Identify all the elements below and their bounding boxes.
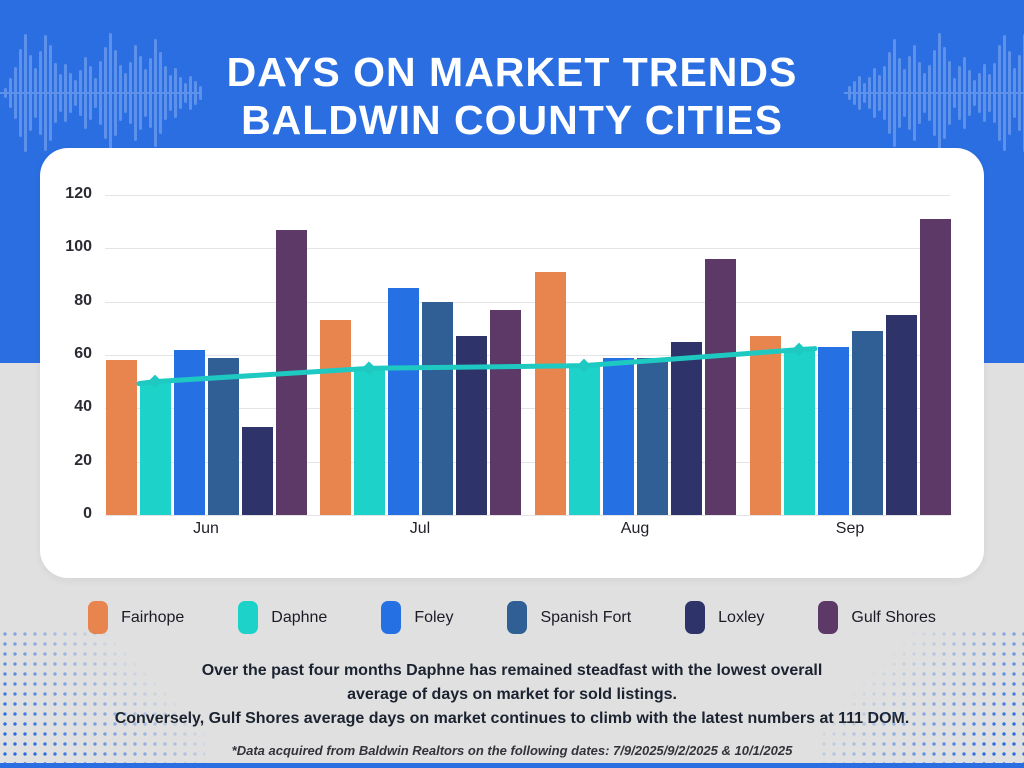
bar-spanish-fort-jul <box>421 301 453 515</box>
legend-label-foley: Foley <box>414 608 454 626</box>
legend-item-loxley: Loxley <box>685 601 764 634</box>
trend-line <box>136 346 818 387</box>
summary-line2: average of days on market for sold listi… <box>347 686 677 703</box>
summary-text: Over the past four months Daphne has rem… <box>0 659 1024 731</box>
trend-marker-sep <box>792 342 806 357</box>
page-title-line1: DAYS ON MARKET TRENDS <box>226 49 798 95</box>
x-tick-label-jun: Jun <box>193 520 219 537</box>
y-tick-label-60: 60 <box>74 345 92 362</box>
bar-foley-aug <box>602 357 634 515</box>
y-tick-label-100: 100 <box>65 238 92 256</box>
page-title: DAYS ON MARKET TRENDS BALDWIN COUNTY CIT… <box>0 48 1024 144</box>
chart-card: 0 20 40 60 80 100 120 Jun Jul Aug Sep <box>40 148 984 578</box>
legend-label-loxley: Loxley <box>718 608 765 626</box>
soundwave-left-icon <box>0 28 210 158</box>
gridline-0 <box>105 515 950 516</box>
y-tick-label-80: 80 <box>74 291 92 309</box>
trend-marker-aug <box>577 358 591 373</box>
bar-loxley-sep <box>885 315 917 515</box>
gridline-120 <box>105 195 950 196</box>
legend-item-daphne: Daphne <box>238 601 327 634</box>
legend-label-spanish-fort: Spanish Fort <box>540 608 632 626</box>
legend-item-gulf-shores: Gulf Shores <box>818 601 936 634</box>
legend-label-fairhope: Fairhope <box>121 608 185 626</box>
legend-item-foley: Foley <box>381 601 453 634</box>
trend-line-layer <box>136 342 818 389</box>
trend-marker-jun <box>148 374 162 389</box>
bar-daphne-aug <box>568 365 600 515</box>
x-tick-label-aug: Aug <box>620 520 650 537</box>
bottom-accent-bar <box>0 763 1024 768</box>
y-tick-label-20: 20 <box>74 451 92 469</box>
bar-foley-sep <box>817 347 849 515</box>
summary-line1: Over the past four months Daphne has rem… <box>201 662 823 679</box>
y-tick-label-120: 120 <box>65 185 92 202</box>
gridline-100 <box>105 248 950 250</box>
bar-gulf-shores-aug <box>704 259 736 515</box>
bar-fairhope-sep <box>749 336 781 515</box>
bar-daphne-jul <box>353 368 385 515</box>
page-title-line2: BALDWIN COUNTY CITIES <box>241 97 783 143</box>
x-tick-label-sep: Sep <box>835 520 865 537</box>
gridline-20 <box>105 461 950 463</box>
x-tick-label-jul: Jul <box>409 520 431 537</box>
bar-spanish-fort-jun <box>207 357 239 515</box>
soundwave-right-icon <box>844 28 1024 158</box>
trend-marker-jul <box>362 361 376 376</box>
halftone-dots-left <box>0 629 205 764</box>
bar-spanish-fort-aug <box>636 357 668 515</box>
gridline-40 <box>105 408 950 410</box>
bar-loxley-jun <box>241 427 273 515</box>
legend-swatch-daphne <box>238 601 259 634</box>
legend-item-spanish-fort: Spanish Fort <box>507 601 631 634</box>
legend-label-gulf-shores: Gulf Shores <box>851 608 936 626</box>
bar-fairhope-jul <box>319 320 351 515</box>
gridline-60 <box>105 355 950 356</box>
legend-swatch-loxley <box>685 601 706 634</box>
y-tick-label-0: 0 <box>83 505 92 522</box>
summary-line3: Conversely, Gulf Shores average days on … <box>114 710 910 727</box>
bar-loxley-aug <box>670 341 702 515</box>
bar-fairhope-jun <box>105 360 137 515</box>
chart-plot-area <box>105 195 951 515</box>
data-source-footnote: *Data acquired from Baldwin Realtors on … <box>231 743 793 758</box>
bar-gulf-shores-jul <box>489 309 521 515</box>
chart-legend: Fairhope Daphne Foley Spanish Fort Loxley Gul… <box>0 601 1024 634</box>
bar-gulf-shores-sep <box>919 219 951 515</box>
bar-foley-jul <box>387 288 419 515</box>
legend-swatch-spanish-fort <box>507 601 528 634</box>
bar-fairhope-aug <box>534 272 566 515</box>
legend-swatch-foley <box>381 601 402 634</box>
bar-daphne-sep <box>783 349 815 515</box>
bar-spanish-fort-sep <box>851 331 883 515</box>
legend-label-daphne: Daphne <box>271 608 328 626</box>
legend-swatch-fairhope <box>88 601 109 634</box>
y-tick-label-40: 40 <box>74 398 92 416</box>
legend-swatch-gulf-shores <box>818 601 839 634</box>
gridline-80 <box>105 301 950 303</box>
halftone-dots-right <box>819 629 1024 764</box>
legend-item-fairhope: Fairhope <box>88 601 184 634</box>
bar-daphne-jun <box>139 381 171 515</box>
